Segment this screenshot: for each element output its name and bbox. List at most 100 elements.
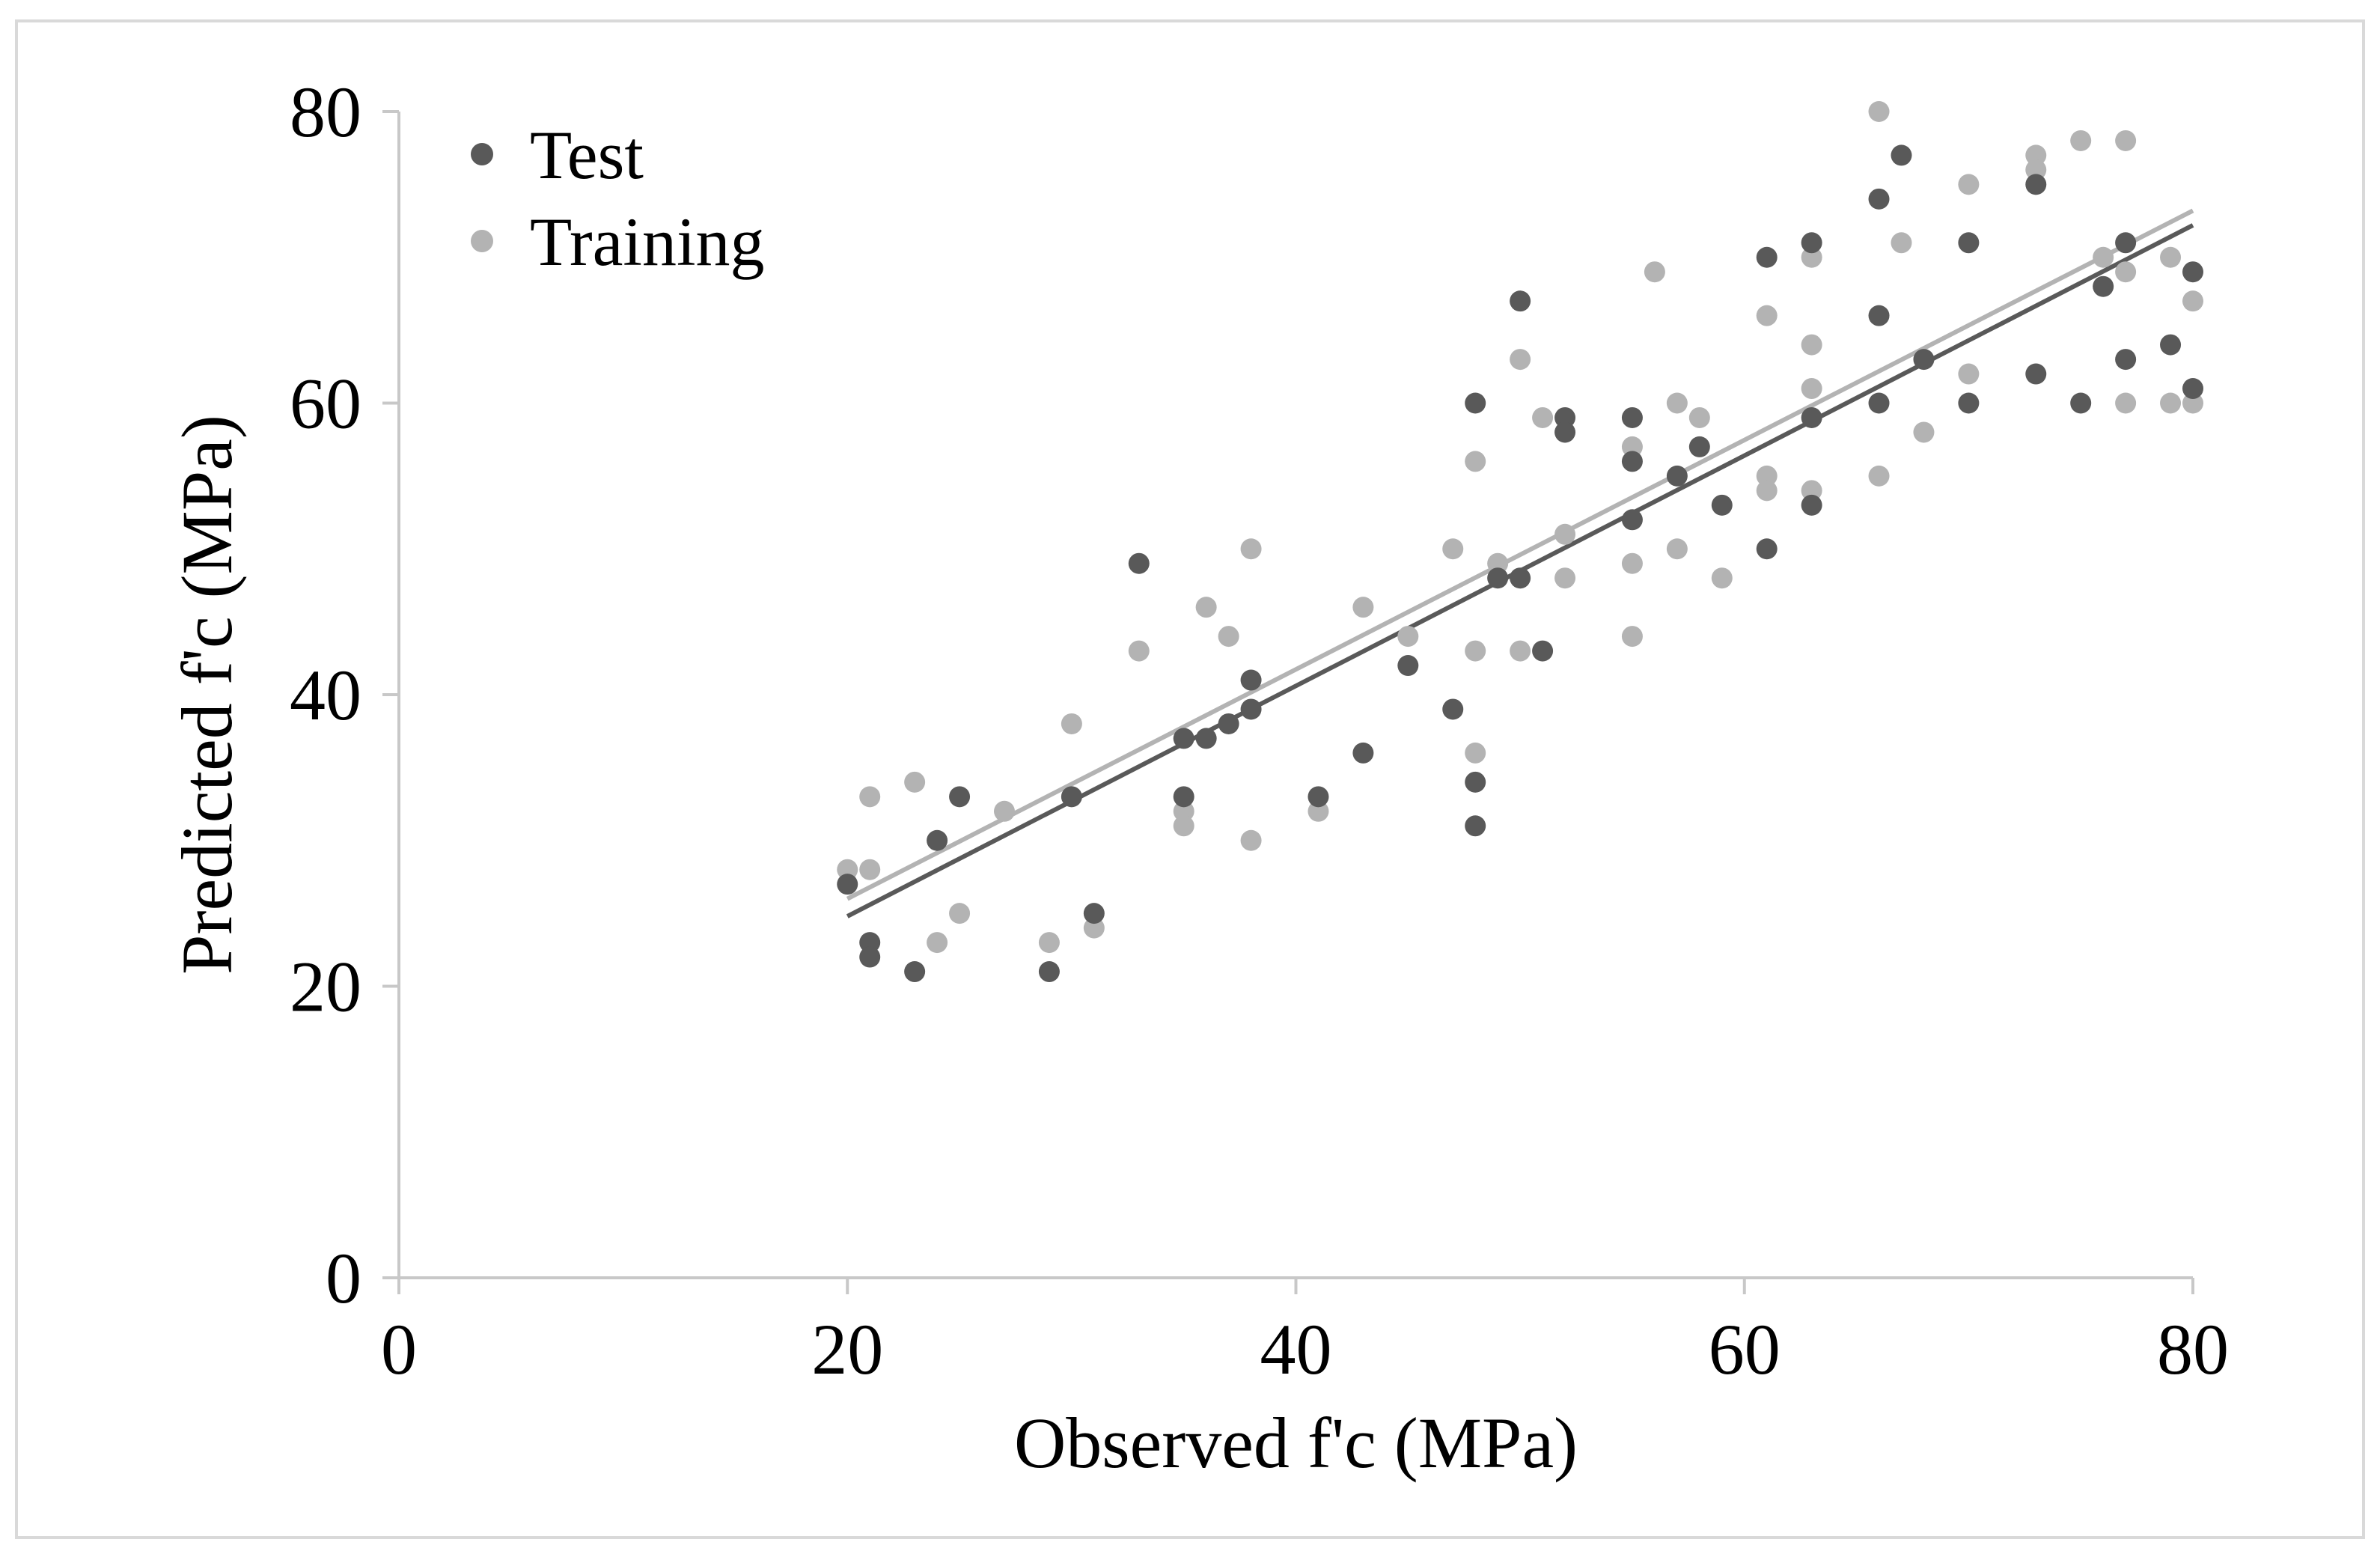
point-test (1958, 232, 1980, 254)
point-training (1487, 552, 1509, 574)
point-training (1308, 800, 1329, 822)
point-test (1083, 903, 1105, 924)
point-test (837, 874, 858, 895)
point-test (2115, 232, 2137, 254)
point-test (1218, 713, 1239, 734)
point-test (1621, 406, 1643, 428)
x-tick-label: 80 (2157, 1309, 2229, 1389)
point-training (1756, 305, 1778, 326)
point-test (1868, 392, 1890, 414)
axis-labels: Observed f'c (MPa) Predicted f'c (MPa) (167, 415, 1578, 1483)
point-test (1891, 144, 1912, 166)
point-training (2025, 159, 2047, 180)
point-training (1240, 829, 1262, 851)
point-training (1756, 465, 1778, 487)
point-test (904, 961, 926, 983)
point-test (2182, 261, 2203, 283)
point-training (2182, 392, 2203, 414)
point-training (1801, 246, 1822, 268)
point-training (993, 800, 1015, 822)
point-test (1510, 290, 1531, 312)
point-test (859, 932, 881, 954)
y-tick-label: 80 (290, 72, 361, 152)
point-test (1868, 188, 1890, 210)
point-training (1240, 538, 1262, 560)
point-training (1465, 451, 1486, 472)
x-axis-title: Observed f'c (MPa) (1014, 1403, 1578, 1483)
y-tick-label: 60 (290, 364, 361, 444)
point-test (1688, 436, 1710, 457)
point-test (927, 829, 948, 851)
point-training (927, 932, 948, 954)
point-training (1801, 334, 1822, 356)
x-tick-label: 0 (381, 1309, 417, 1389)
trendline-training (846, 208, 2194, 901)
point-training (1666, 392, 1688, 414)
point-training (2070, 130, 2092, 151)
point-test (1061, 786, 1082, 808)
point-training (1644, 261, 1665, 283)
point-test (859, 946, 881, 968)
point-test (2025, 363, 2047, 385)
x-tick-label: 20 (811, 1309, 883, 1389)
y-axis-title: Predicted f'c (MPa) (167, 415, 247, 975)
point-test (1465, 815, 1486, 837)
point-training (1554, 523, 1576, 545)
point-training (1666, 538, 1688, 560)
point-test (1801, 406, 1822, 428)
point-training (1173, 800, 1194, 822)
y-tick-label: 0 (326, 1238, 361, 1318)
point-test (2160, 334, 2182, 356)
point-training (2115, 130, 2137, 151)
point-test (1554, 406, 1576, 428)
point-test (2025, 174, 2047, 195)
point-test (1173, 728, 1194, 749)
point-test (1868, 305, 1890, 326)
point-test (1801, 494, 1822, 516)
point-test (1397, 655, 1419, 677)
point-test (1756, 538, 1778, 560)
point-test (1666, 465, 1688, 487)
point-training (2182, 290, 2203, 312)
data-points (837, 101, 2203, 983)
point-test (1240, 698, 1262, 720)
point-training (1756, 480, 1778, 502)
point-test (1128, 552, 1150, 574)
point-training (1352, 597, 1374, 618)
scatter-chart: 0 20 40 60 80 0 20 40 60 80 Observed f'c (MPa) Pr… (167, 72, 2229, 1483)
legend: Test Training (471, 117, 765, 280)
x-tick-label: 60 (1709, 1309, 1781, 1389)
point-test (1711, 494, 1733, 516)
point-training (1868, 101, 1890, 122)
point-test (1510, 567, 1531, 589)
legend-marker-training (471, 230, 493, 252)
point-training (1128, 640, 1150, 662)
point-training (1711, 567, 1733, 589)
point-training (2025, 144, 2047, 166)
point-test (949, 786, 971, 808)
point-training (1038, 932, 1060, 954)
point-test (1487, 567, 1509, 589)
point-test (2070, 392, 2092, 414)
point-test (1621, 451, 1643, 472)
point-training (1868, 465, 1890, 487)
point-test (2093, 275, 2114, 297)
point-training (859, 859, 881, 880)
point-training (1510, 349, 1531, 371)
point-test (2115, 349, 2137, 371)
point-training (1891, 232, 1912, 254)
point-test (1756, 246, 1778, 268)
chart-frame: 0 20 40 60 80 0 20 40 60 80 Observed f'c (MPa) Pr… (15, 19, 2365, 1539)
y-tick-label: 20 (290, 947, 361, 1027)
point-training (1958, 174, 1980, 195)
point-training (1510, 640, 1531, 662)
point-training (1688, 406, 1710, 428)
point-training (2160, 246, 2182, 268)
y-tick-label: 40 (290, 655, 361, 735)
point-training (1621, 626, 1643, 648)
point-training (1195, 597, 1217, 618)
point-training (1621, 436, 1643, 457)
point-test (1173, 786, 1194, 808)
point-training (1801, 378, 1822, 400)
point-training (1397, 626, 1419, 648)
